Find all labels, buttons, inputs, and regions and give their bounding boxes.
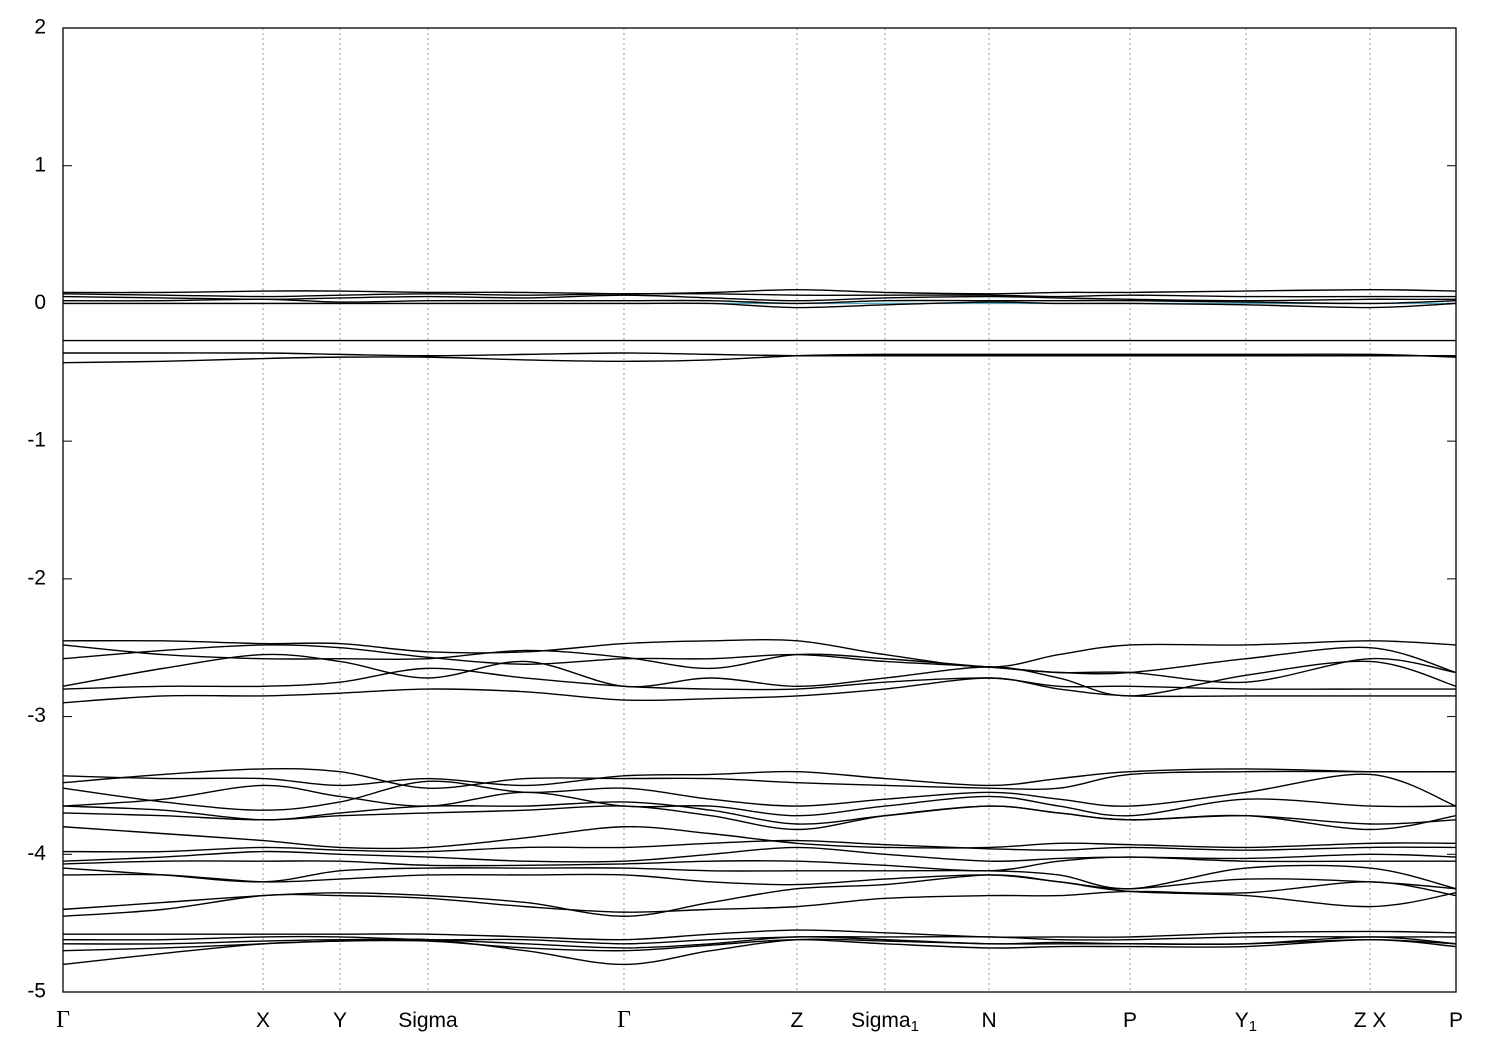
- x-tick-label: Γ: [56, 1007, 70, 1033]
- x-tick-label: Y: [333, 1009, 347, 1032]
- x-tick-text: Γ: [617, 1007, 631, 1033]
- x-tick-label: Y1: [1235, 1009, 1257, 1035]
- x-tick-text: Sigma: [851, 1009, 911, 1032]
- x-tick-label: Z X: [1354, 1009, 1387, 1032]
- x-tick-label: N: [981, 1009, 996, 1032]
- band-line: [62, 938, 1457, 966]
- y-tick-label: 0: [34, 291, 46, 314]
- band-line: [62, 856, 1456, 872]
- band-line: [62, 784, 1457, 817]
- x-tick-text: Z: [791, 1009, 804, 1032]
- band-line: [62, 292, 1456, 298]
- band-line: [62, 298, 1457, 305]
- x-tick-text: Y: [333, 1009, 347, 1032]
- band-line: [62, 864, 1457, 890]
- band-line: [62, 767, 1456, 791]
- band-line: [62, 768, 1457, 787]
- x-tick-text: P: [1449, 1009, 1463, 1032]
- x-tick-label: Γ: [617, 1007, 631, 1033]
- band-line: [62, 773, 1457, 811]
- y-tick-label: 2: [34, 16, 46, 39]
- band-line: [62, 653, 1457, 697]
- x-tick-label: Sigma1: [851, 1009, 919, 1035]
- y-tick-label: -2: [27, 566, 46, 589]
- band-line: [62, 846, 1457, 863]
- x-tick-label: Sigma: [398, 1009, 458, 1032]
- x-tick-label: P: [1123, 1009, 1137, 1032]
- grid-layer: [62, 28, 1457, 992]
- y-tick-label: -4: [27, 842, 46, 865]
- x-tick-text: N: [981, 1009, 996, 1032]
- x-tick-text: X: [256, 1009, 270, 1032]
- band-line: [62, 288, 1457, 295]
- band-line: [62, 353, 1457, 364]
- x-tick-text: Y: [1235, 1009, 1249, 1032]
- x-tick-label: Z: [791, 1009, 804, 1032]
- band-line: [62, 825, 1457, 850]
- y-tick-label: -1: [27, 429, 46, 452]
- x-tick-label: P: [1449, 1009, 1463, 1032]
- band-line: [62, 644, 1457, 675]
- band-line: [62, 639, 1457, 668]
- band-line: [62, 873, 1457, 890]
- band-line: [62, 929, 1457, 941]
- band-line: [62, 677, 1456, 704]
- band-line: [62, 294, 1457, 302]
- band-line: [62, 667, 1456, 691]
- band-line: [62, 839, 1457, 853]
- x-tick-text: Sigma: [398, 1009, 458, 1032]
- band-line: [62, 874, 1457, 917]
- x-tick-text: Γ: [56, 1007, 70, 1033]
- band-line: [63, 301, 1457, 309]
- y-tick-label: 1: [34, 153, 46, 176]
- band-line: [63, 352, 1456, 357]
- band-line: [62, 881, 1457, 917]
- x-tick-subscript: 1: [911, 1018, 919, 1035]
- band-line: [62, 935, 1456, 945]
- y-tick-label: -3: [27, 704, 46, 727]
- plot-layer: [62, 288, 1457, 966]
- x-tick-subscript: 1: [1249, 1018, 1257, 1035]
- band-line: [62, 805, 1457, 831]
- band-line: [62, 644, 1457, 684]
- x-tick-text: P: [1123, 1009, 1137, 1032]
- x-tick-text: Z X: [1354, 1009, 1387, 1032]
- y-tick-label: -5: [27, 980, 46, 1003]
- x-tick-label: X: [256, 1009, 270, 1032]
- plot-frame: [62, 27, 1457, 993]
